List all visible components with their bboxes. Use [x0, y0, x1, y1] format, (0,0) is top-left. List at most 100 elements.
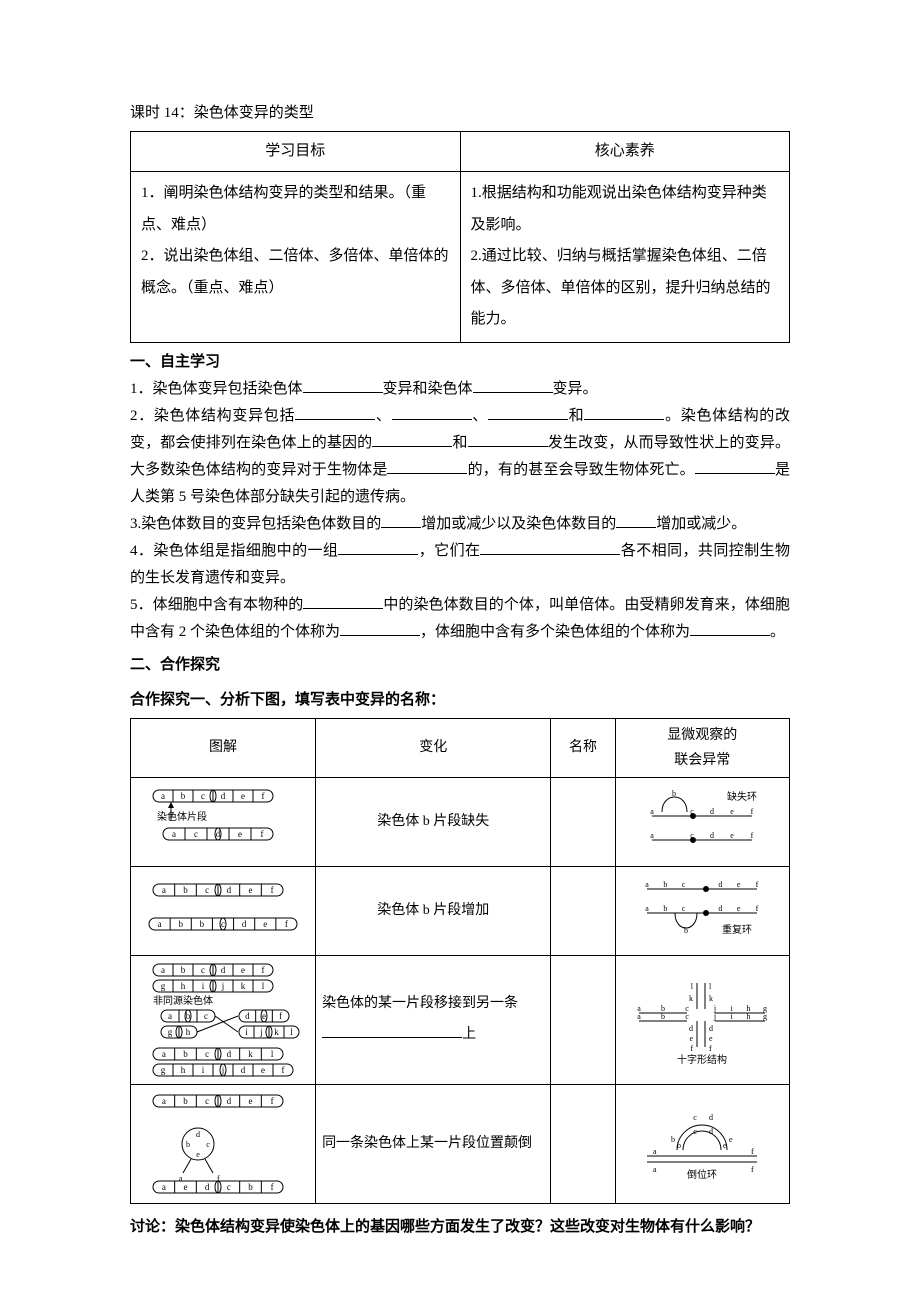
svg-text:c: c — [686, 1012, 690, 1021]
lesson-title: 课时 14：染色体变异的类型 — [130, 100, 790, 127]
section-1-heading: 一、自主学习 — [130, 349, 790, 376]
variation-name-blank — [551, 1084, 615, 1203]
svg-text:g: g — [161, 981, 166, 991]
variation-diagram: abcdefdcebafaedcbf — [131, 1084, 316, 1203]
svg-text:f: f — [751, 1165, 754, 1174]
svg-text:d: d — [719, 880, 723, 889]
svg-text:c: c — [204, 1011, 208, 1021]
svg-text:e: e — [731, 807, 735, 816]
svg-text:f: f — [262, 965, 265, 975]
svg-text:f: f — [282, 1065, 285, 1075]
svg-text:k: k — [709, 994, 713, 1003]
coop-1-heading: 合作探究一、分析下图，填写表中变异的名称： — [130, 687, 790, 714]
svg-text:a: a — [162, 1049, 166, 1059]
svg-text:a: a — [161, 791, 165, 801]
svg-text:e: e — [238, 829, 242, 839]
svg-text:c: c — [201, 791, 205, 801]
svg-text:d: d — [196, 1130, 200, 1139]
svg-text:缺失环: 缺失环 — [727, 790, 757, 803]
svg-text:j: j — [713, 1012, 716, 1021]
blank — [488, 405, 568, 420]
svg-text:b: b — [661, 1012, 665, 1021]
section-2-heading: 二、合作探究 — [130, 652, 790, 679]
svg-text:c: c — [205, 1049, 209, 1059]
svg-text:j: j — [221, 981, 225, 991]
goals-cell-right: 1.根据结构和功能观说出染色体结构变异种类及影响。2.通过比较、归纳与概括掌握染… — [460, 172, 790, 343]
svg-text:b: b — [672, 789, 676, 798]
fill-item: 5．体细胞中含有本物种的中的染色体数目的个体，叫单倍体。由受精卵发育来，体细胞中… — [130, 592, 790, 646]
svg-text:f: f — [756, 880, 759, 889]
svg-text:d: d — [245, 1011, 250, 1021]
svg-text:e: e — [731, 831, 735, 840]
fill-item: 4．染色体组是指细胞中的一组，它们在各不相同，共同控制生物的生长发育遗传和变异。 — [130, 538, 790, 592]
blank — [690, 621, 770, 636]
svg-text:b: b — [248, 1182, 253, 1192]
blank — [695, 459, 775, 474]
svg-text:b: b — [684, 926, 688, 935]
blank — [468, 432, 548, 447]
svg-text:b: b — [671, 1135, 675, 1144]
svg-text:a: a — [653, 1147, 657, 1156]
svg-text:e: e — [184, 1182, 188, 1192]
svg-text:c: c — [221, 919, 225, 929]
svg-text:e: e — [729, 1135, 733, 1144]
svg-text:l: l — [709, 982, 712, 991]
goals-header-right: 核心素养 — [460, 132, 790, 172]
svg-text:b: b — [664, 880, 668, 889]
svg-text:f: f — [271, 885, 274, 895]
svg-text:b: b — [178, 919, 183, 929]
svg-text:a: a — [653, 1165, 657, 1174]
svg-text:e: e — [263, 919, 267, 929]
svg-text:b: b — [181, 965, 186, 975]
svg-text:d: d — [221, 965, 226, 975]
var-header-diagram: 图解 — [131, 718, 316, 777]
svg-text:非同源染色体: 非同源染色体 — [153, 994, 213, 1007]
blank — [295, 405, 375, 420]
svg-text:b: b — [664, 904, 668, 913]
svg-text:h: h — [747, 1012, 751, 1021]
svg-text:a: a — [168, 1011, 172, 1021]
svg-text:k: k — [274, 1027, 279, 1037]
variation-observation: b缺失环acdefacdef — [615, 777, 789, 866]
svg-text:l: l — [290, 1027, 293, 1037]
svg-text:d: d — [709, 1113, 713, 1122]
variation-name-blank — [551, 955, 615, 1084]
svg-text:c: c — [201, 965, 205, 975]
svg-text:d: d — [709, 1127, 713, 1136]
svg-text:h: h — [181, 1065, 186, 1075]
svg-text:k: k — [241, 981, 246, 991]
svg-text:十字形结构: 十字形结构 — [677, 1053, 727, 1065]
svg-text:d: d — [689, 1024, 693, 1033]
svg-text:d: d — [710, 831, 714, 840]
svg-text:l: l — [691, 982, 694, 991]
discussion-prompt: 讨论：染色体结构变异使染色体上的基因哪些方面发生了改变？这些改变对生物体有什么影… — [130, 1212, 790, 1244]
svg-text:g: g — [161, 1065, 166, 1075]
svg-text:f: f — [751, 1147, 754, 1156]
svg-text:c: c — [194, 829, 198, 839]
svg-text:a: a — [162, 1182, 166, 1192]
svg-text:d: d — [205, 1182, 210, 1192]
svg-text:a: a — [646, 904, 650, 913]
table-row: 1．阐明染色体结构变异的类型和结果。（重点、难点）2．说出染色体组、二倍体、多倍… — [131, 172, 790, 343]
svg-text:倒位环: 倒位环 — [687, 1168, 717, 1181]
variation-diagram: abcdefghijkl非同源染色体abcghdefijklabcdklghij… — [131, 955, 316, 1084]
svg-text:h: h — [181, 981, 186, 991]
svg-text:f: f — [262, 791, 265, 801]
variation-observation: abcdefabcdefb重复环 — [615, 866, 789, 955]
svg-text:e: e — [737, 904, 741, 913]
svg-text:k: k — [689, 994, 693, 1003]
svg-text:a: a — [651, 831, 655, 840]
variation-observation: cdcdbebeafaf倒位环 — [615, 1084, 789, 1203]
svg-text:d: d — [221, 791, 226, 801]
svg-text:a: a — [651, 807, 655, 816]
svg-text:b: b — [181, 791, 186, 801]
blank — [303, 594, 383, 609]
svg-text:f: f — [279, 1011, 282, 1021]
svg-text:a: a — [162, 885, 166, 895]
svg-text:c: c — [694, 1127, 698, 1136]
goals-table: 学习目标 核心素养 1．阐明染色体结构变异的类型和结果。（重点、难点）2．说出染… — [130, 131, 790, 343]
var-header-name: 名称 — [551, 718, 615, 777]
blank — [387, 459, 467, 474]
svg-text:l: l — [262, 981, 265, 991]
table-row: abcdefabbcdef染色体 b 片段增加abcdefabcdefb重复环 — [131, 866, 790, 955]
